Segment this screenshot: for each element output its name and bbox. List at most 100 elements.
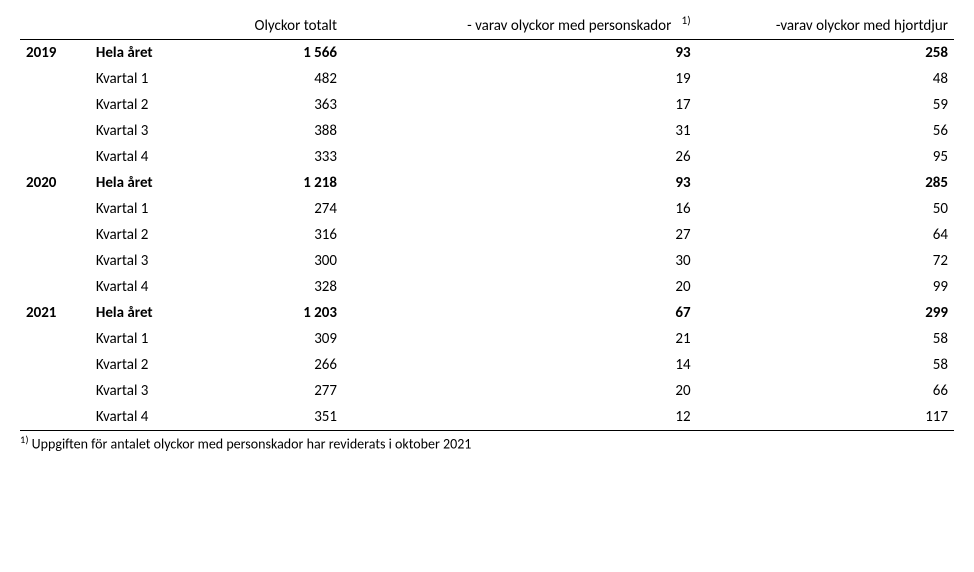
quarter-row: Kvartal 43332695 <box>20 144 954 170</box>
quarter-c1: 363 <box>198 92 343 118</box>
quarter-c1: 388 <box>198 118 343 144</box>
quarter-label: Kvartal 4 <box>90 144 198 170</box>
quarter-row: Kvartal 12741650 <box>20 196 954 222</box>
total-c3: 299 <box>697 300 954 326</box>
year-blank <box>20 118 90 144</box>
quarter-row: Kvartal 23162764 <box>20 222 954 248</box>
quarter-label: Kvartal 2 <box>90 222 198 248</box>
total-label: Hela året <box>90 300 198 326</box>
year-blank <box>20 326 90 352</box>
quarter-label: Kvartal 4 <box>90 404 198 431</box>
quarter-c1: 274 <box>198 196 343 222</box>
quarter-row: Kvartal 23631759 <box>20 92 954 118</box>
quarter-c2: 31 <box>343 118 697 144</box>
quarter-c2: 17 <box>343 92 697 118</box>
quarter-c1: 266 <box>198 352 343 378</box>
quarter-c3: 99 <box>697 274 954 300</box>
quarter-row: Kvartal 33003072 <box>20 248 954 274</box>
header-blank-year <box>20 10 90 40</box>
quarter-c3: 56 <box>697 118 954 144</box>
quarter-c3: 50 <box>697 196 954 222</box>
quarter-row: Kvartal 33883156 <box>20 118 954 144</box>
quarter-row: Kvartal 435112117 <box>20 404 954 431</box>
footnote: 1) Uppgiften för antalet olyckor med per… <box>20 431 954 453</box>
quarter-c2: 30 <box>343 248 697 274</box>
table-body: 2019Hela året1 56693258Kvartal 14821948K… <box>20 40 954 431</box>
year-cell: 2019 <box>20 40 90 67</box>
quarter-label: Kvartal 1 <box>90 66 198 92</box>
year-cell: 2020 <box>20 170 90 196</box>
year-cell: 2021 <box>20 300 90 326</box>
quarter-c3: 58 <box>697 352 954 378</box>
quarter-c3: 117 <box>697 404 954 431</box>
header-injuries: - varav olyckor med personskador 1) <box>343 10 697 40</box>
quarter-c1: 300 <box>198 248 343 274</box>
footnote-text: Uppgiften för antalet olyckor med person… <box>29 436 472 453</box>
quarter-c2: 16 <box>343 196 697 222</box>
quarter-label: Kvartal 1 <box>90 196 198 222</box>
year-blank <box>20 92 90 118</box>
quarter-c2: 19 <box>343 66 697 92</box>
total-label: Hela året <box>90 170 198 196</box>
quarter-c3: 64 <box>697 222 954 248</box>
quarter-label: Kvartal 1 <box>90 326 198 352</box>
total-c2: 93 <box>343 170 697 196</box>
quarter-c1: 482 <box>198 66 343 92</box>
year-total-row: 2021Hela året1 20367299 <box>20 300 954 326</box>
quarter-label: Kvartal 3 <box>90 118 198 144</box>
total-c2: 93 <box>343 40 697 67</box>
quarter-label: Kvartal 2 <box>90 92 198 118</box>
quarter-c1: 309 <box>198 326 343 352</box>
total-c1: 1 566 <box>198 40 343 67</box>
total-c3: 285 <box>697 170 954 196</box>
quarter-c2: 21 <box>343 326 697 352</box>
quarter-c1: 328 <box>198 274 343 300</box>
year-blank <box>20 248 90 274</box>
quarter-row: Kvartal 43282099 <box>20 274 954 300</box>
footnote-sup: 1) <box>20 433 29 446</box>
total-c2: 67 <box>343 300 697 326</box>
year-blank <box>20 378 90 404</box>
quarter-c3: 95 <box>697 144 954 170</box>
quarter-c3: 66 <box>697 378 954 404</box>
quarter-row: Kvartal 32772066 <box>20 378 954 404</box>
year-blank <box>20 66 90 92</box>
accidents-table: Olyckor totalt - varav olyckor med perso… <box>20 10 954 431</box>
quarter-c1: 333 <box>198 144 343 170</box>
quarter-label: Kvartal 4 <box>90 274 198 300</box>
total-c1: 1 203 <box>198 300 343 326</box>
quarter-row: Kvartal 14821948 <box>20 66 954 92</box>
quarter-c3: 48 <box>697 66 954 92</box>
year-blank <box>20 144 90 170</box>
quarter-label: Kvartal 2 <box>90 352 198 378</box>
header-injuries-sup: 1) <box>682 14 691 28</box>
quarter-c1: 277 <box>198 378 343 404</box>
quarter-c2: 20 <box>343 274 697 300</box>
quarter-c2: 26 <box>343 144 697 170</box>
quarter-c3: 58 <box>697 326 954 352</box>
header-row: Olyckor totalt - varav olyckor med perso… <box>20 10 954 40</box>
quarter-c3: 72 <box>697 248 954 274</box>
header-injuries-text: - varav olyckor med personskador <box>467 17 671 35</box>
year-blank <box>20 274 90 300</box>
year-total-row: 2020Hela året1 21893285 <box>20 170 954 196</box>
quarter-c1: 316 <box>198 222 343 248</box>
quarter-c2: 14 <box>343 352 697 378</box>
total-c1: 1 218 <box>198 170 343 196</box>
header-blank-label <box>90 10 198 40</box>
header-total: Olyckor totalt <box>198 10 343 40</box>
quarter-c1: 351 <box>198 404 343 431</box>
header-deer: -varav olyckor med hjortdjur <box>697 10 954 40</box>
total-label: Hela året <box>90 40 198 67</box>
total-c3: 258 <box>697 40 954 67</box>
quarter-c2: 20 <box>343 378 697 404</box>
year-blank <box>20 196 90 222</box>
quarter-row: Kvartal 22661458 <box>20 352 954 378</box>
year-blank <box>20 222 90 248</box>
year-blank <box>20 352 90 378</box>
quarter-label: Kvartal 3 <box>90 248 198 274</box>
quarter-c2: 27 <box>343 222 697 248</box>
quarter-c3: 59 <box>697 92 954 118</box>
quarter-row: Kvartal 13092158 <box>20 326 954 352</box>
year-total-row: 2019Hela året1 56693258 <box>20 40 954 67</box>
